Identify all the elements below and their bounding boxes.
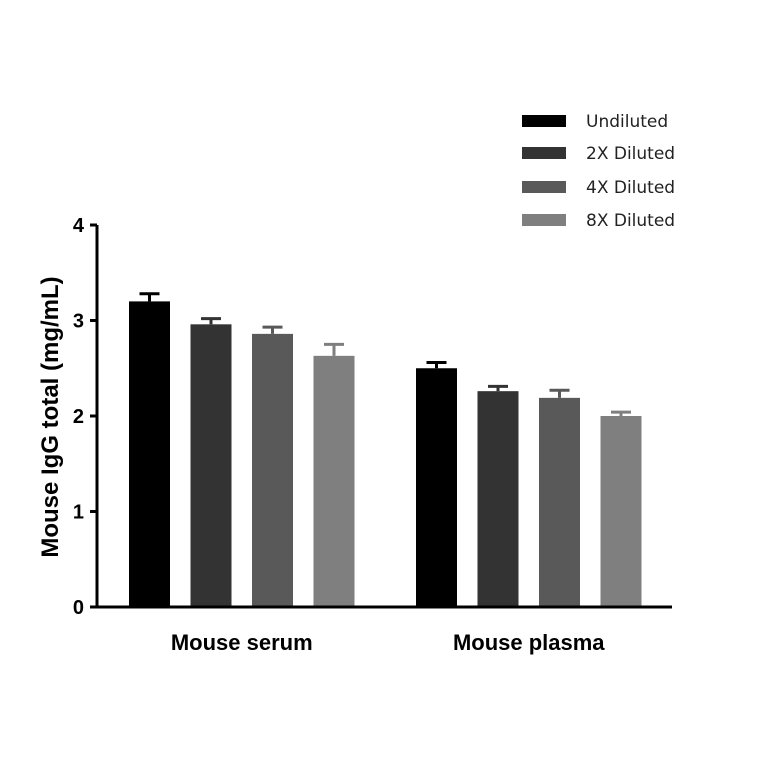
legend: Undiluted 2X Diluted 4X Diluted 8X Diluted: [522, 112, 675, 231]
y-tick-label: 2: [73, 406, 84, 428]
bar: [477, 391, 519, 607]
legend-swatch: [522, 214, 566, 226]
y-ticks: 0 1 2 3 4: [73, 215, 97, 619]
y-tick-label: 4: [73, 215, 85, 237]
x-category-label: Mouse serum: [171, 630, 313, 655]
bar: [190, 324, 232, 607]
y-axis-title: Mouse IgG total (mg/mL): [37, 276, 64, 557]
bars-layer: [129, 292, 642, 607]
x-category-labels: Mouse serum Mouse plasma: [171, 630, 605, 655]
y-tick-label: 3: [73, 311, 84, 333]
legend-swatch: [522, 181, 566, 193]
bar: [252, 333, 293, 607]
legend-swatch: [522, 147, 566, 159]
bar: [129, 301, 170, 607]
axes-layer: [95, 225, 672, 609]
legend-swatch: [522, 115, 566, 127]
legend-label: Undiluted: [586, 112, 668, 132]
bar: [600, 416, 642, 607]
y-tick-label: 0: [73, 597, 84, 619]
bar: [539, 397, 580, 607]
y-tick-label: 1: [73, 502, 84, 524]
x-category-label: Mouse plasma: [453, 630, 605, 655]
legend-label: 2X Diluted: [586, 144, 675, 164]
legend-label: 8X Diluted: [586, 211, 675, 231]
bar: [313, 355, 355, 607]
bar: [416, 368, 457, 607]
legend-label: 4X Diluted: [586, 178, 675, 198]
